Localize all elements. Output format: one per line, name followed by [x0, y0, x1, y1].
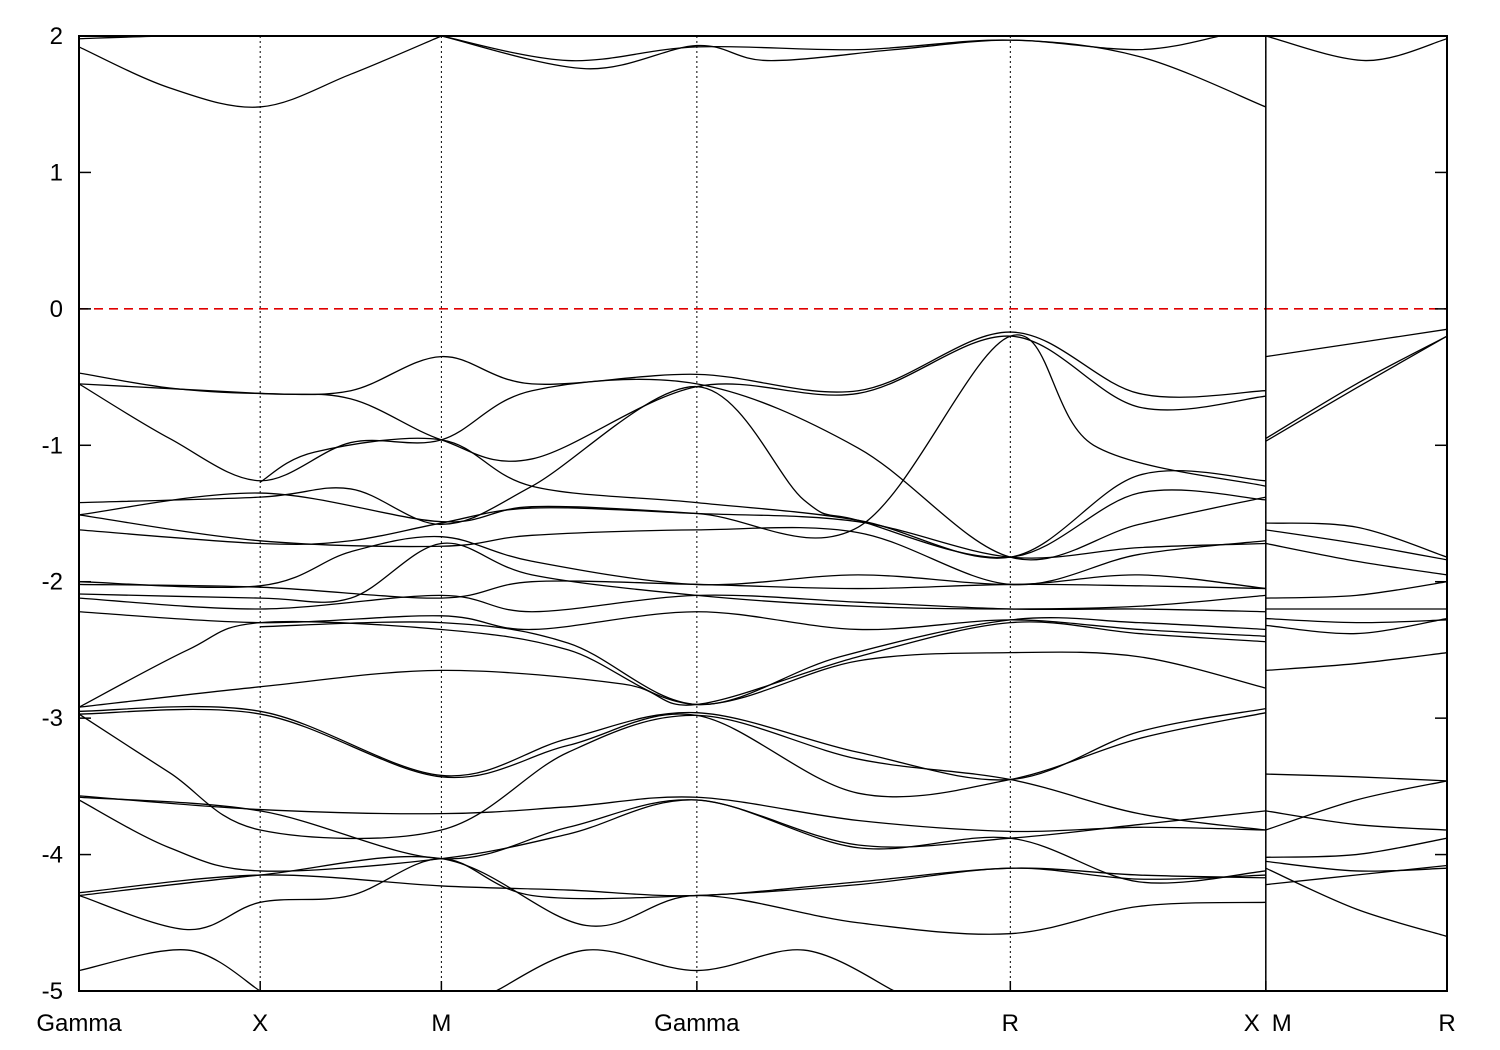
band-line	[1265, 328, 1447, 358]
band-line	[79, 799, 1266, 884]
y-axis: -5 -4 -3 -2 -1 0 1 2	[42, 23, 1447, 1005]
x-tick-label: M	[1272, 1010, 1292, 1037]
band-line	[259, 437, 1266, 559]
y-tick-label: 0	[50, 296, 63, 323]
band-line	[79, 713, 1266, 840]
y-tick-label: -1	[42, 432, 63, 459]
band-line	[1265, 867, 1447, 938]
band-line	[79, 385, 1266, 559]
y-tick-label: -4	[42, 842, 63, 869]
y-tick-label: -3	[42, 705, 63, 732]
band-line	[79, 858, 1266, 931]
band-line	[495, 949, 895, 991]
x-tick-label: X	[1244, 1010, 1260, 1037]
band-line	[1265, 529, 1447, 561]
band-line	[1265, 617, 1447, 624]
band-line	[79, 867, 1266, 897]
x-tick-label: R	[1438, 1010, 1455, 1037]
band-line	[79, 705, 1266, 781]
band-line	[79, 535, 1266, 590]
band-line	[79, 621, 1266, 708]
plot-frame	[78, 35, 1448, 992]
band-line	[1265, 864, 1447, 886]
band-line	[79, 949, 261, 991]
band-line	[79, 594, 1266, 613]
band-line	[1265, 810, 1447, 831]
y-tick-label: 2	[50, 23, 63, 50]
k-point-separators	[259, 36, 1267, 991]
band-line	[441, 36, 1267, 108]
band-line	[1265, 773, 1447, 782]
y-tick-label: 1	[50, 159, 63, 186]
band-line	[1265, 542, 1447, 576]
band-line	[1265, 36, 1447, 62]
band-line	[1265, 860, 1447, 872]
band-line	[79, 514, 1266, 586]
band-line	[79, 331, 1266, 398]
y-tick-label: -5	[42, 978, 63, 1005]
band-line	[1265, 581, 1447, 599]
band-line	[79, 335, 1266, 462]
band-line	[1265, 617, 1447, 635]
band-line	[1265, 522, 1447, 558]
band-line	[1265, 335, 1447, 442]
band-line	[79, 36, 261, 40]
band-line	[1265, 335, 1447, 440]
x-tick-label: M	[431, 1010, 451, 1037]
band-line	[79, 580, 1266, 599]
band-line	[79, 611, 1266, 637]
x-tick-label: Gamma	[654, 1010, 740, 1037]
band-line	[79, 795, 1266, 833]
band-line	[79, 507, 1266, 559]
band-line	[79, 378, 1266, 561]
band-line	[79, 542, 1266, 610]
x-axis: Gamma X M Gamma R X M R	[36, 981, 1456, 1037]
band-line	[1265, 837, 1447, 858]
x-tick-label: X	[252, 1010, 268, 1037]
x-tick-label: R	[1002, 1010, 1019, 1037]
band-line	[79, 855, 1266, 935]
band-line	[79, 796, 1266, 860]
x-tick-label: Gamma	[36, 1010, 122, 1037]
band-line	[79, 36, 442, 108]
y-tick-label: -2	[42, 569, 63, 596]
band-line	[441, 36, 1221, 70]
bands-group	[79, 36, 1447, 991]
band-line	[1265, 780, 1447, 831]
plot-frame-group	[78, 35, 1448, 992]
band-line	[79, 334, 1266, 539]
band-line	[260, 617, 1266, 706]
band-line	[1265, 652, 1447, 672]
band-line	[79, 620, 1266, 708]
